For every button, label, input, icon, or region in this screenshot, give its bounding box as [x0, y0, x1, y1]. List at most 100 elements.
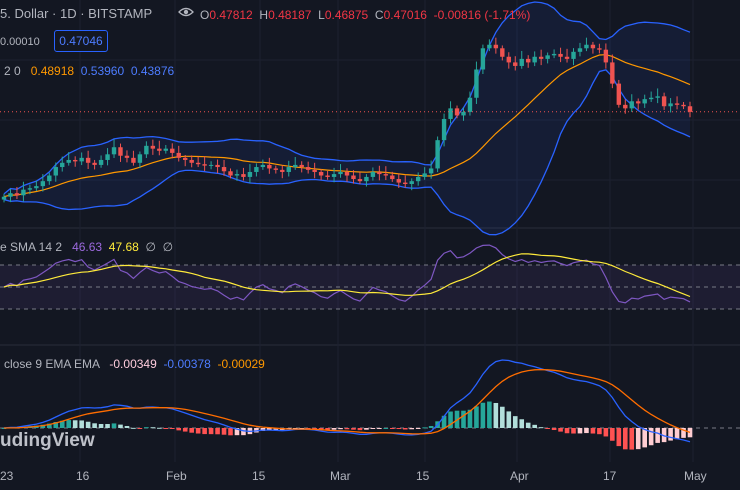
candle-body	[519, 58, 524, 66]
macd-histogram-bar	[66, 420, 72, 428]
macd-histogram-bar	[383, 427, 389, 429]
candle-body	[183, 157, 188, 160]
candle-body	[215, 164, 220, 168]
candle-body	[286, 167, 291, 172]
macd-histogram-bar	[532, 424, 537, 428]
candle-body	[623, 104, 628, 109]
eye-icon[interactable]	[178, 6, 194, 18]
macd-histogram-bar	[597, 428, 602, 435]
close-label: C	[374, 8, 384, 22]
candle-body	[111, 147, 117, 155]
candle-body	[415, 176, 421, 182]
candle-body	[396, 179, 401, 183]
x-label-apr: Apr	[510, 469, 529, 483]
candle-body	[377, 171, 382, 175]
candle-body	[293, 164, 298, 168]
high-label: H	[259, 8, 269, 22]
macd-histogram-bar	[169, 428, 175, 429]
macd-histogram-bar	[525, 422, 531, 428]
candle-body	[144, 145, 149, 155]
last-price-badge[interactable]: 0.47046	[54, 30, 108, 52]
candle-body	[344, 171, 350, 176]
candle-body	[603, 49, 609, 63]
macd-histogram-bar	[92, 423, 97, 428]
candle-body	[40, 181, 46, 187]
candle-body	[221, 167, 227, 172]
candle-body	[454, 108, 460, 116]
candle-body	[545, 55, 550, 59]
rsi-legend[interactable]: e SMA 14 2 46.63 47.68 ∅ ∅	[0, 240, 173, 254]
macd-histogram-bar	[312, 428, 317, 429]
macd-histogram-bar	[228, 428, 233, 436]
macd-histogram-bar	[351, 428, 356, 430]
candle-body	[254, 167, 259, 172]
candle-body	[305, 167, 311, 170]
candle-body	[280, 169, 285, 172]
macd-histogram-bar	[519, 419, 525, 428]
macd-histogram-bar	[370, 428, 376, 429]
candle-body	[648, 97, 654, 100]
macd-histogram-bar	[189, 428, 194, 433]
macd-histogram-bar	[603, 428, 609, 437]
macd-histogram-bar	[610, 428, 615, 441]
open-label: O	[200, 8, 210, 22]
rsi-params: e SMA 14 2	[0, 240, 63, 254]
candle-body	[150, 145, 156, 149]
macd-histogram-bar	[163, 428, 169, 429]
candle-body	[474, 69, 479, 98]
macd-histogram-bar	[273, 428, 279, 431]
macd-histogram-bar	[1, 428, 7, 429]
macd-histogram-bar	[441, 415, 447, 428]
macd-histogram-bar	[118, 424, 123, 428]
candle-body	[131, 157, 136, 163]
candle-body	[674, 103, 680, 105]
candle-body	[493, 44, 499, 49]
candle-body	[14, 193, 20, 196]
candle-body	[590, 44, 596, 49]
bb-legend[interactable]: 2 0 0.48918 0.53960 0.43876	[4, 64, 174, 78]
bb-basis-value: 0.48918	[30, 64, 75, 78]
candle-body	[687, 106, 693, 112]
macd-histogram-bar	[480, 402, 486, 428]
macd-hist-value: -0.00349	[109, 357, 157, 371]
candle-body	[584, 44, 589, 49]
candle-body	[403, 182, 408, 184]
candle-body	[480, 48, 486, 70]
macd-histogram-bar	[377, 428, 382, 429]
macd-histogram-bar	[176, 428, 182, 431]
candle-body	[234, 174, 240, 176]
grid-lines	[0, 0, 740, 462]
macd-histogram-bar	[344, 428, 350, 430]
candle-body	[325, 175, 330, 177]
x-label-15-feb: 15	[252, 469, 266, 483]
close-value: 0.47016	[383, 8, 427, 22]
candle-body	[629, 101, 634, 109]
candle-body	[170, 148, 175, 153]
macd-histogram-bar	[111, 423, 117, 428]
candle-body	[338, 171, 343, 175]
macd-histogram-bar	[267, 428, 272, 431]
macd-histogram-bar	[474, 406, 479, 428]
candle-body	[681, 104, 686, 107]
candle-body	[228, 171, 233, 176]
macd-histogram-bar	[500, 406, 505, 428]
macd-line-value: -0.00378	[163, 357, 211, 371]
candle-body	[53, 167, 58, 176]
macd-histogram-bar	[551, 428, 557, 431]
macd-histogram-bar	[545, 428, 550, 429]
macd-histogram-bar	[79, 420, 84, 428]
candle-body	[526, 58, 531, 63]
candle-body	[124, 155, 130, 158]
candle-body	[383, 174, 389, 176]
candle-body	[532, 56, 537, 63]
candle-body	[551, 53, 557, 56]
candle-body	[299, 164, 304, 168]
macd-legend[interactable]: close 9 EMA EMA -0.00349 -0.00378 -0.000…	[4, 357, 265, 371]
rsi-extra2: ∅	[162, 240, 174, 254]
candle-body	[564, 56, 570, 59]
candle-body	[85, 157, 91, 163]
candle-body	[577, 48, 583, 52]
candle-body	[267, 164, 272, 169]
macd-histogram-bar	[648, 428, 654, 446]
